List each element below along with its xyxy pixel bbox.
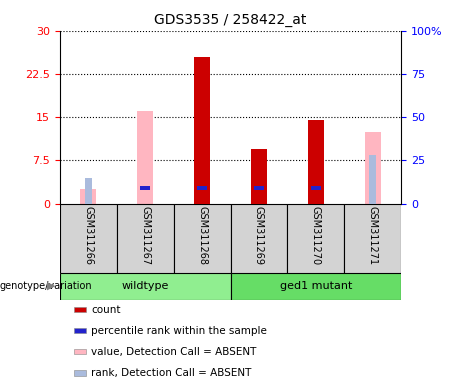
Bar (74, 349, 86, 354)
Text: GSM311271: GSM311271 (367, 205, 378, 265)
Text: ▶: ▶ (47, 281, 55, 291)
Bar (80, 189, 96, 204)
Bar (230, 204, 287, 273)
Text: rank, Detection Call = ABSENT: rank, Detection Call = ABSENT (91, 368, 251, 378)
Bar (137, 111, 153, 204)
Text: GSM311270: GSM311270 (311, 205, 321, 265)
Bar (60, 204, 117, 273)
Bar (308, 120, 324, 204)
Bar (344, 204, 401, 273)
Bar (140, 186, 150, 190)
Bar (117, 204, 174, 273)
Bar (194, 56, 210, 204)
Bar (174, 204, 230, 273)
Title: GDS3535 / 258422_at: GDS3535 / 258422_at (154, 13, 307, 27)
Text: percentile rank within the sample: percentile rank within the sample (91, 326, 267, 336)
Text: GSM311266: GSM311266 (83, 205, 94, 265)
Text: GSM311267: GSM311267 (140, 205, 150, 265)
Bar (369, 154, 376, 204)
Bar (230, 273, 401, 300)
Bar (60, 273, 230, 300)
Bar (197, 186, 207, 190)
Text: ged1 mutant: ged1 mutant (280, 281, 352, 291)
Bar (287, 204, 344, 273)
Bar (85, 177, 92, 204)
Text: genotype/variation: genotype/variation (0, 281, 93, 291)
Bar (311, 186, 321, 190)
Bar (74, 328, 86, 333)
Text: value, Detection Call = ABSENT: value, Detection Call = ABSENT (91, 347, 256, 357)
Text: wildtype: wildtype (122, 281, 169, 291)
Bar (251, 149, 267, 204)
Bar (365, 131, 381, 204)
Text: GSM311269: GSM311269 (254, 205, 264, 265)
Bar (74, 307, 86, 312)
Bar (254, 186, 264, 190)
Bar (74, 371, 86, 376)
Text: GSM311268: GSM311268 (197, 205, 207, 265)
Text: count: count (91, 305, 120, 314)
